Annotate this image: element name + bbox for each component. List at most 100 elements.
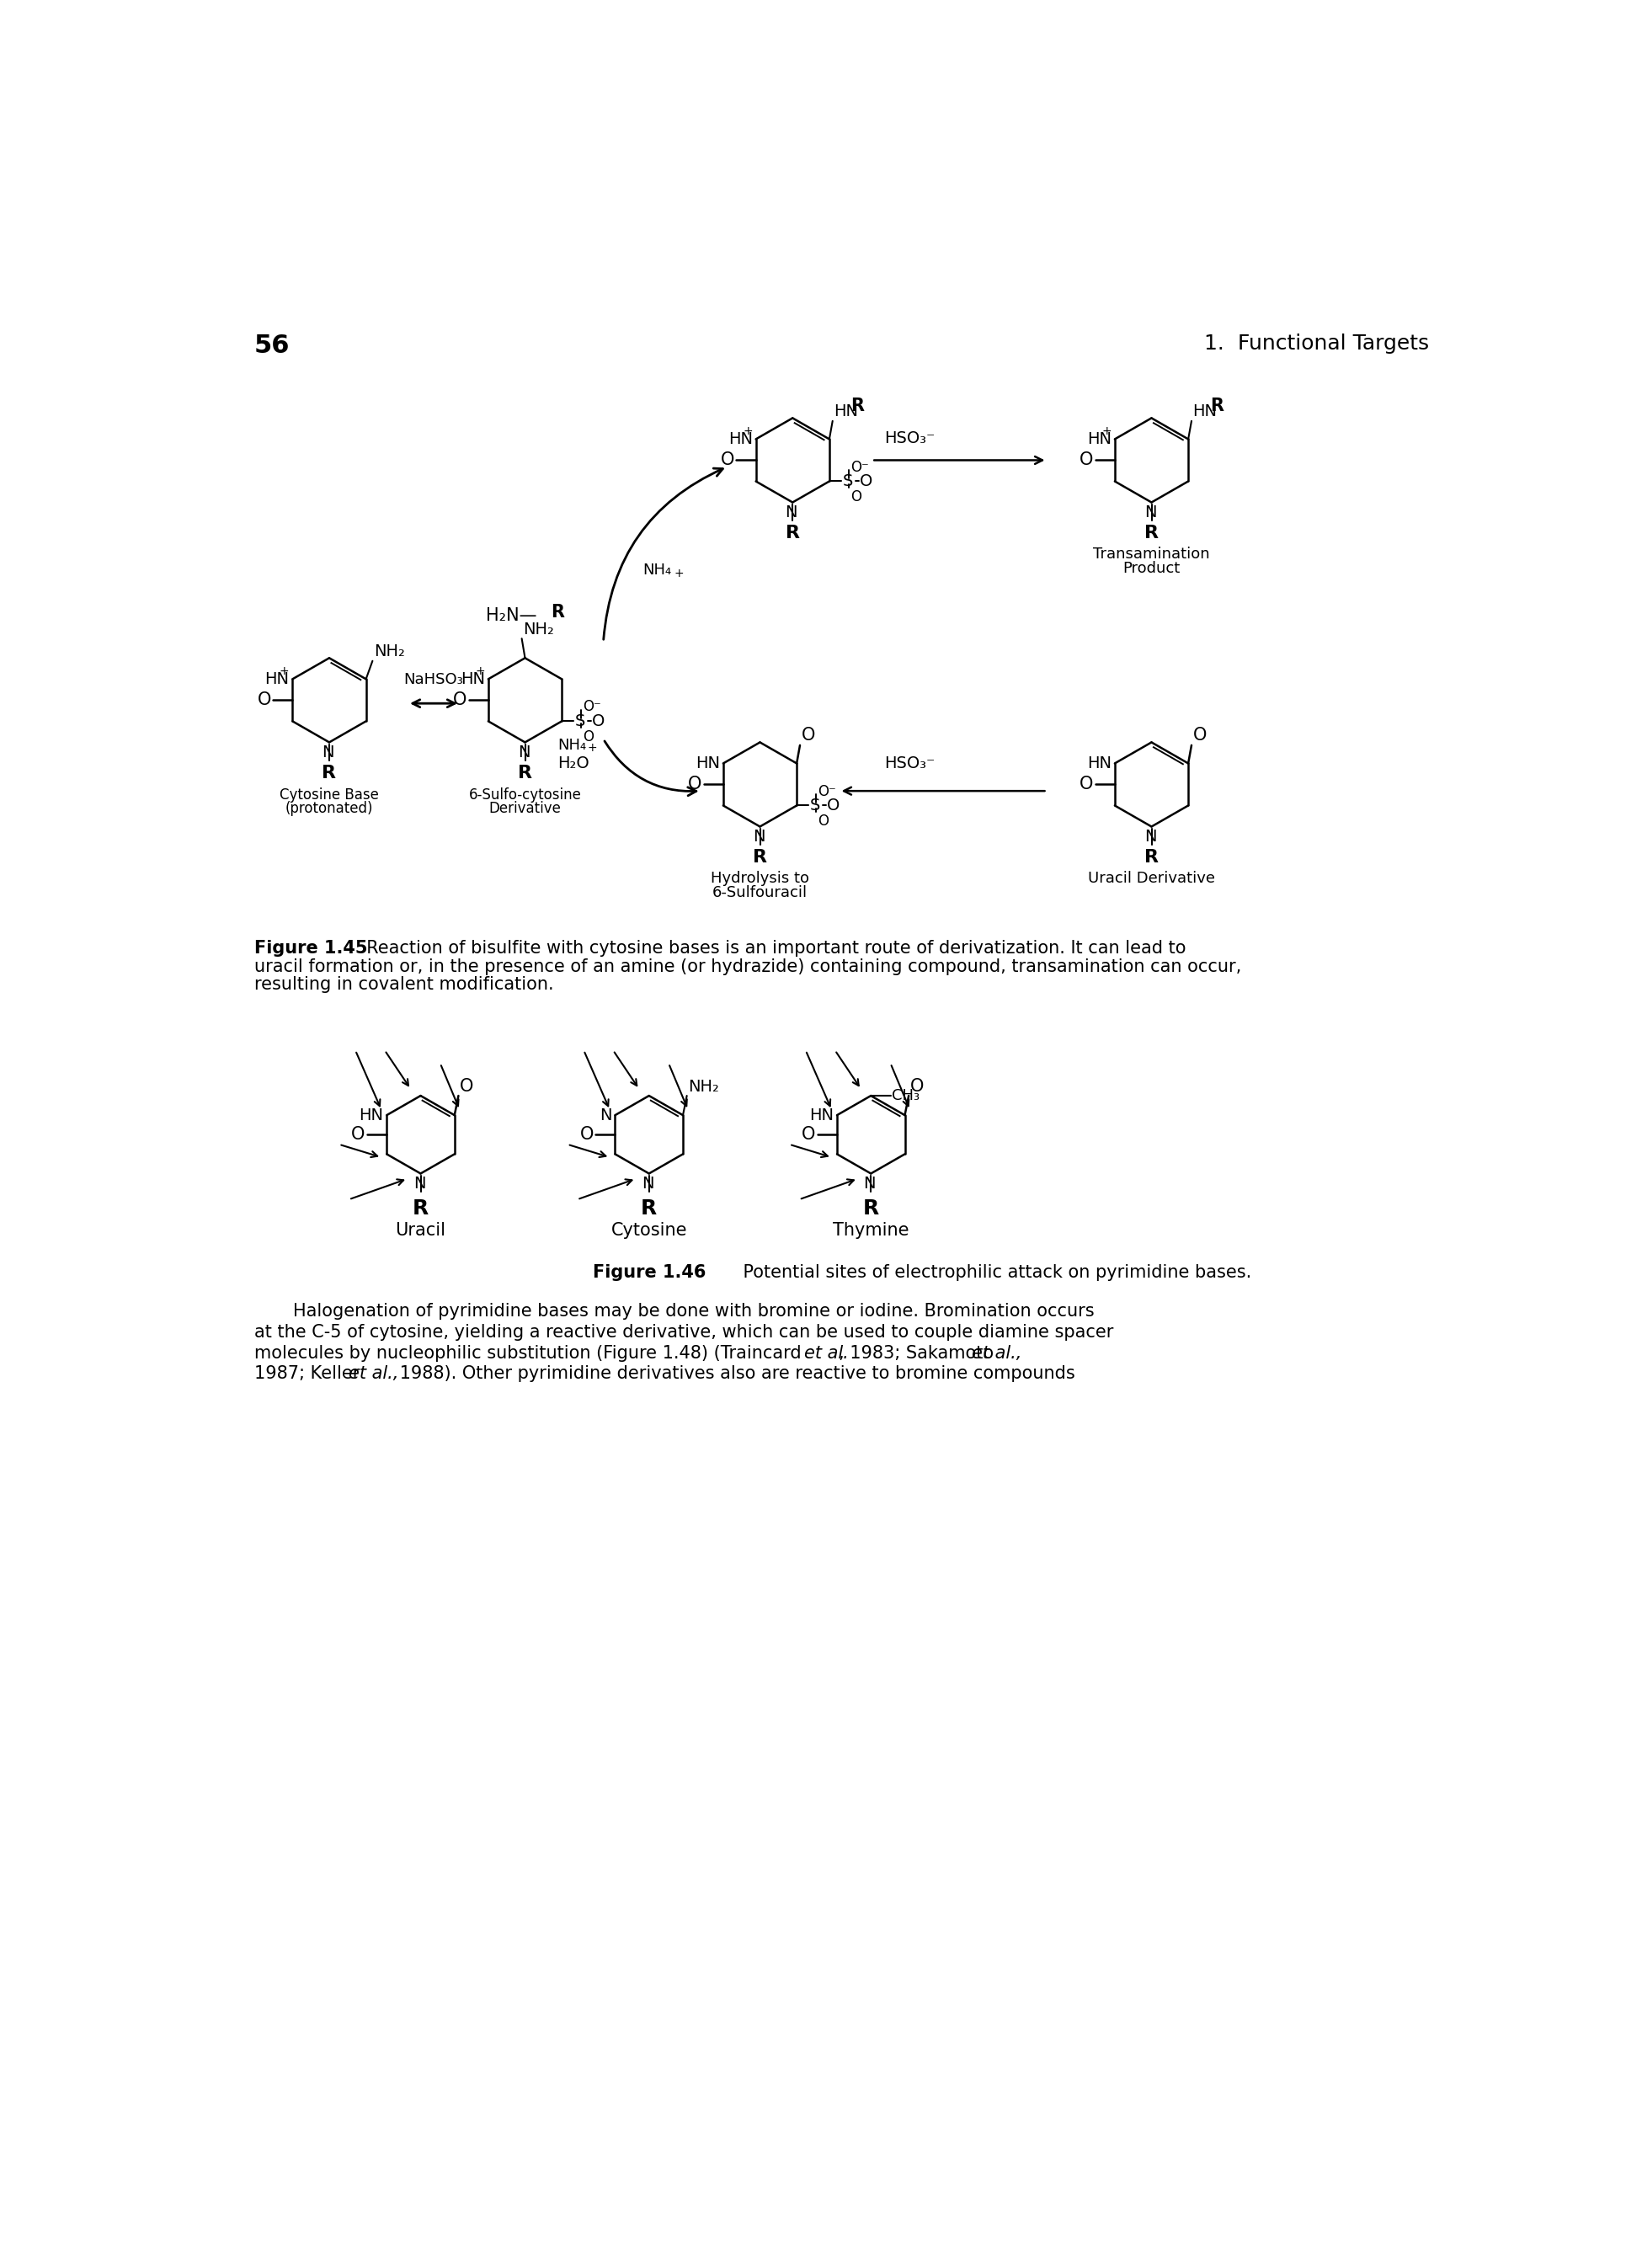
Text: O: O [910, 1077, 924, 1095]
Text: 6-Sulfo-cytosine: 6-Sulfo-cytosine [468, 787, 581, 803]
Text: R: R [1210, 397, 1223, 415]
Text: O: O [583, 728, 594, 744]
Text: HN: HN [696, 755, 719, 771]
Text: NH₄: NH₄ [558, 737, 586, 753]
Text: R: R [640, 1198, 657, 1218]
Text: O: O [258, 692, 271, 708]
Text: S: S [842, 474, 852, 490]
Text: et al.: et al. [805, 1345, 849, 1361]
Text: N: N [1144, 503, 1156, 519]
Text: Hydrolysis to: Hydrolysis to [711, 871, 810, 887]
Text: Uracil: Uracil [396, 1222, 447, 1238]
Text: O: O [859, 474, 872, 490]
Text: O: O [1192, 728, 1207, 744]
Text: H₂N—: H₂N— [486, 608, 537, 624]
Text: N: N [414, 1175, 425, 1191]
Text: 6-Sulfouracil: 6-Sulfouracil [713, 885, 808, 900]
Text: +: + [1102, 426, 1112, 438]
Text: , 1983; Sakamoto: , 1983; Sakamoto [839, 1345, 998, 1361]
Text: Thymine: Thymine [832, 1222, 910, 1238]
Text: Cytosine Base: Cytosine Base [279, 787, 379, 803]
Text: Product: Product [1123, 560, 1181, 576]
Text: R: R [552, 603, 565, 621]
Text: Derivative: Derivative [489, 801, 562, 816]
Text: Potential sites of electrophilic attack on pyrimidine bases.: Potential sites of electrophilic attack … [721, 1263, 1251, 1281]
Text: CH₃: CH₃ [892, 1089, 920, 1102]
Text: O: O [801, 1127, 816, 1143]
Text: N: N [517, 744, 530, 760]
Text: (protonated): (protonated) [286, 801, 373, 816]
Text: R: R [752, 848, 767, 866]
Text: O⁻: O⁻ [851, 460, 869, 474]
Text: et al.,: et al., [348, 1365, 399, 1381]
Text: +: + [673, 567, 683, 578]
Text: R: R [785, 526, 800, 542]
Text: HN: HN [1087, 755, 1112, 771]
Text: O: O [688, 776, 701, 794]
Text: Cytosine: Cytosine [611, 1222, 686, 1238]
Text: O: O [818, 814, 829, 828]
Text: O⁻: O⁻ [818, 785, 836, 798]
Text: O: O [1079, 451, 1094, 469]
Text: R: R [412, 1198, 429, 1218]
Text: O⁻: O⁻ [583, 699, 601, 714]
Text: R: R [1144, 848, 1159, 866]
Text: NH₂: NH₂ [524, 621, 553, 637]
Text: O: O [460, 1077, 473, 1095]
Text: N: N [752, 828, 765, 844]
Text: O: O [453, 692, 466, 708]
Text: HN: HN [1087, 431, 1112, 447]
Text: HN: HN [727, 431, 752, 447]
Text: O: O [826, 798, 839, 814]
Text: NH₂: NH₂ [374, 644, 406, 660]
Text: HN: HN [461, 671, 484, 687]
Text: Transamination: Transamination [1094, 547, 1210, 562]
Text: R: R [322, 764, 337, 782]
Text: R: R [1144, 526, 1159, 542]
Text: O: O [721, 451, 734, 469]
Text: HN: HN [810, 1107, 834, 1123]
Text: R: R [862, 1198, 878, 1218]
Text: N: N [1144, 828, 1156, 844]
Text: O: O [580, 1127, 593, 1143]
Text: et al.,: et al., [972, 1345, 1021, 1361]
Text: at the C-5 of cytosine, yielding a reactive derivative, which can be used to cou: at the C-5 of cytosine, yielding a react… [255, 1325, 1113, 1340]
Text: 1988). Other pyrimidine derivatives also are reactive to bromine compounds: 1988). Other pyrimidine derivatives also… [394, 1365, 1076, 1381]
Text: S: S [810, 798, 819, 814]
Text: N: N [785, 503, 798, 519]
Text: H₂O: H₂O [558, 755, 589, 771]
Text: +: + [588, 742, 598, 753]
Text: HN: HN [834, 404, 859, 420]
Text: HSO₃⁻: HSO₃⁻ [885, 431, 936, 447]
Text: +: + [279, 665, 289, 678]
Text: O: O [351, 1127, 365, 1143]
Text: O: O [851, 490, 860, 503]
Text: Uracil Derivative: Uracil Derivative [1089, 871, 1215, 887]
Text: resulting in covalent modification.: resulting in covalent modification. [255, 978, 553, 993]
Text: HN: HN [264, 671, 289, 687]
Text: uracil formation or, in the presence of an amine (or hydrazide) containing compo: uracil formation or, in the presence of … [255, 959, 1241, 975]
Text: O: O [801, 728, 814, 744]
Text: Reaction of bisulfite with cytosine bases is an important route of derivatizatio: Reaction of bisulfite with cytosine base… [355, 941, 1186, 957]
Text: Figure 1.46: Figure 1.46 [593, 1263, 706, 1281]
Text: NaHSO₃: NaHSO₃ [404, 671, 463, 687]
Text: NH₄: NH₄ [642, 562, 672, 578]
Text: R: R [517, 764, 532, 782]
Text: +: + [742, 426, 752, 438]
Text: NH₂: NH₂ [688, 1077, 719, 1095]
Text: +: + [475, 665, 484, 678]
Text: molecules by nucleophilic substitution (Figure 1.48) (Traincard: molecules by nucleophilic substitution (… [255, 1345, 806, 1361]
Text: N: N [864, 1175, 875, 1191]
Text: Figure 1.45: Figure 1.45 [255, 941, 368, 957]
Text: S: S [575, 712, 585, 730]
Text: O: O [1079, 776, 1094, 794]
Text: Halogenation of pyrimidine bases may be done with bromine or iodine. Bromination: Halogenation of pyrimidine bases may be … [294, 1304, 1095, 1320]
Text: HN: HN [360, 1107, 384, 1123]
Text: 1.  Functional Targets: 1. Functional Targets [1204, 333, 1429, 354]
Text: R: R [851, 397, 864, 415]
Text: N: N [599, 1107, 612, 1123]
Text: HN: HN [1192, 404, 1217, 420]
Text: N: N [322, 744, 333, 760]
Text: O: O [591, 712, 604, 730]
Text: 56: 56 [255, 333, 291, 358]
